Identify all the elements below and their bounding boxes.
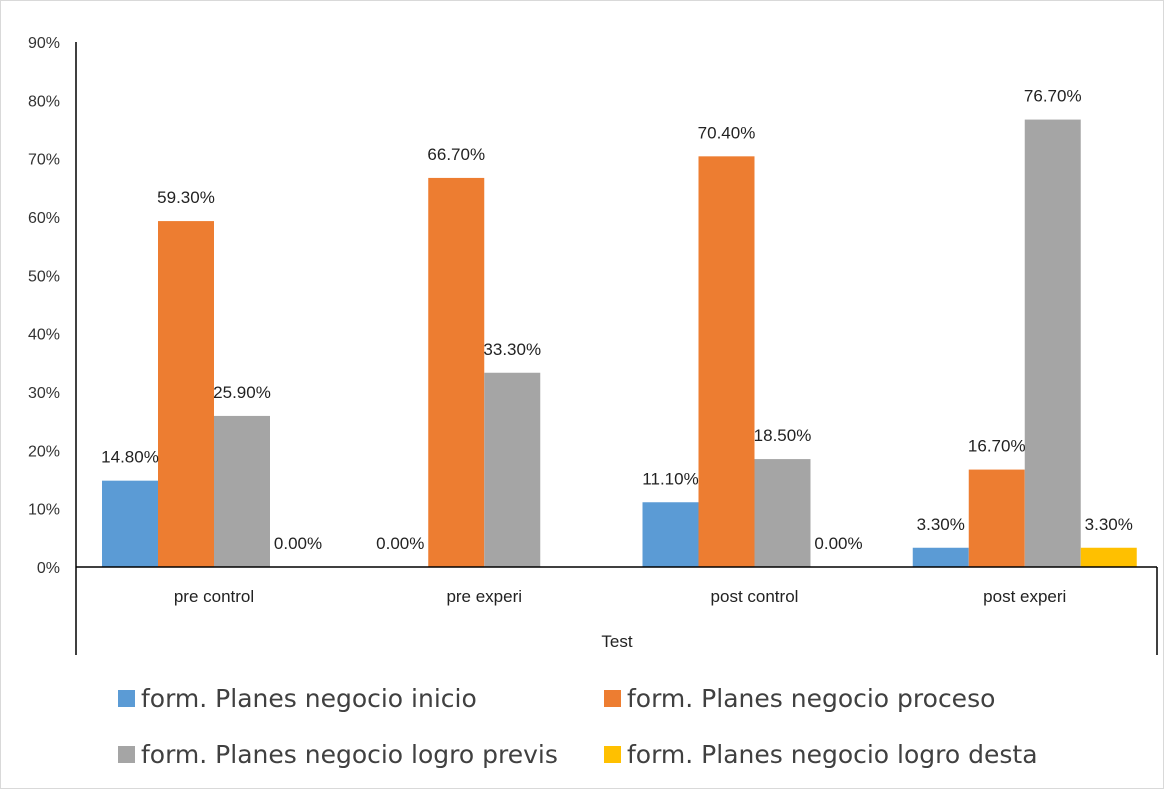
data-label: 0.00% — [376, 534, 424, 553]
legend-item-inicio: form. Planes negocio inicio — [118, 684, 477, 713]
data-label: 3.30% — [917, 515, 965, 534]
legend-label-proceso: form. Planes negocio proceso — [627, 684, 996, 713]
bar-1-1 — [428, 177, 485, 567]
bar-2-3 — [1024, 119, 1081, 567]
bar-2-0 — [214, 415, 270, 567]
legend-swatch-inicio — [118, 690, 135, 707]
data-label: 0.00% — [814, 534, 862, 553]
y-tick-label: 60% — [28, 210, 60, 227]
legend-label-inicio: form. Planes negocio inicio — [141, 684, 477, 713]
legend-swatch-logro-desta — [604, 746, 621, 763]
bar-1-0 — [158, 221, 214, 568]
data-label: 0.00% — [274, 534, 322, 553]
data-label: 33.30% — [483, 340, 541, 359]
legend-swatch-logro-previs — [118, 746, 135, 763]
legend-label-logro-desta: form. Planes negocio logro desta — [627, 740, 1038, 769]
bar-1-2 — [698, 156, 755, 568]
y-tick-label: 30% — [28, 385, 60, 402]
legend-swatch-proceso — [604, 690, 621, 707]
data-label: 11.10% — [642, 469, 698, 488]
y-tick-label: 50% — [28, 268, 60, 285]
category-label: post experi — [983, 587, 1066, 606]
legend-item-logro-previs: form. Planes negocio logro previs — [118, 740, 558, 769]
x-axis-title: Test — [601, 632, 632, 651]
y-tick-label: 70% — [28, 152, 60, 169]
bar-3-3 — [1080, 547, 1137, 567]
data-label: 14.80% — [101, 448, 159, 467]
y-tick-label: 90% — [28, 35, 60, 52]
data-label: 25.90% — [213, 383, 271, 402]
data-label: 16.70% — [968, 437, 1026, 456]
bar-0-0 — [102, 480, 158, 567]
data-label: 18.50% — [754, 426, 812, 445]
bar-2-2 — [754, 459, 811, 567]
y-tick-label: 20% — [28, 443, 60, 460]
bar-0-2 — [642, 502, 699, 567]
bar-2-1 — [484, 372, 541, 567]
category-label: pre control — [174, 587, 254, 606]
category-label: post control — [711, 587, 799, 606]
y-tick-label: 40% — [28, 327, 60, 344]
category-label: pre experi — [446, 587, 522, 606]
data-label: 3.30% — [1085, 515, 1133, 534]
axes — [75, 42, 1158, 655]
y-tick-label: 10% — [28, 502, 60, 519]
data-label: 70.40% — [698, 123, 756, 142]
bar-1-3 — [968, 469, 1025, 567]
legend-item-proceso: form. Planes negocio proceso — [604, 684, 995, 713]
legend-item-logro-desta: form. Planes negocio logro desta — [604, 740, 1038, 769]
data-label: 76.70% — [1024, 87, 1082, 106]
category-labels: pre control pre experi post control post ex… — [174, 587, 1067, 606]
y-axis-ticks: 0% 10% 20% 30% 40% 50% 60% 70% 80% 90% — [28, 35, 60, 577]
y-tick-label: 0% — [37, 560, 60, 577]
data-label: 66.70% — [427, 145, 485, 164]
bar-0-3 — [912, 547, 969, 567]
bars — [102, 119, 1137, 568]
data-labels: 14.80% 0.00% 11.10% 3.30% 59.30% 66.70% 70.40%… — [101, 87, 1133, 553]
data-label: 59.30% — [157, 188, 215, 207]
legend-label-logro-previs: form. Planes negocio logro previs — [141, 740, 558, 769]
y-tick-label: 80% — [28, 93, 60, 110]
